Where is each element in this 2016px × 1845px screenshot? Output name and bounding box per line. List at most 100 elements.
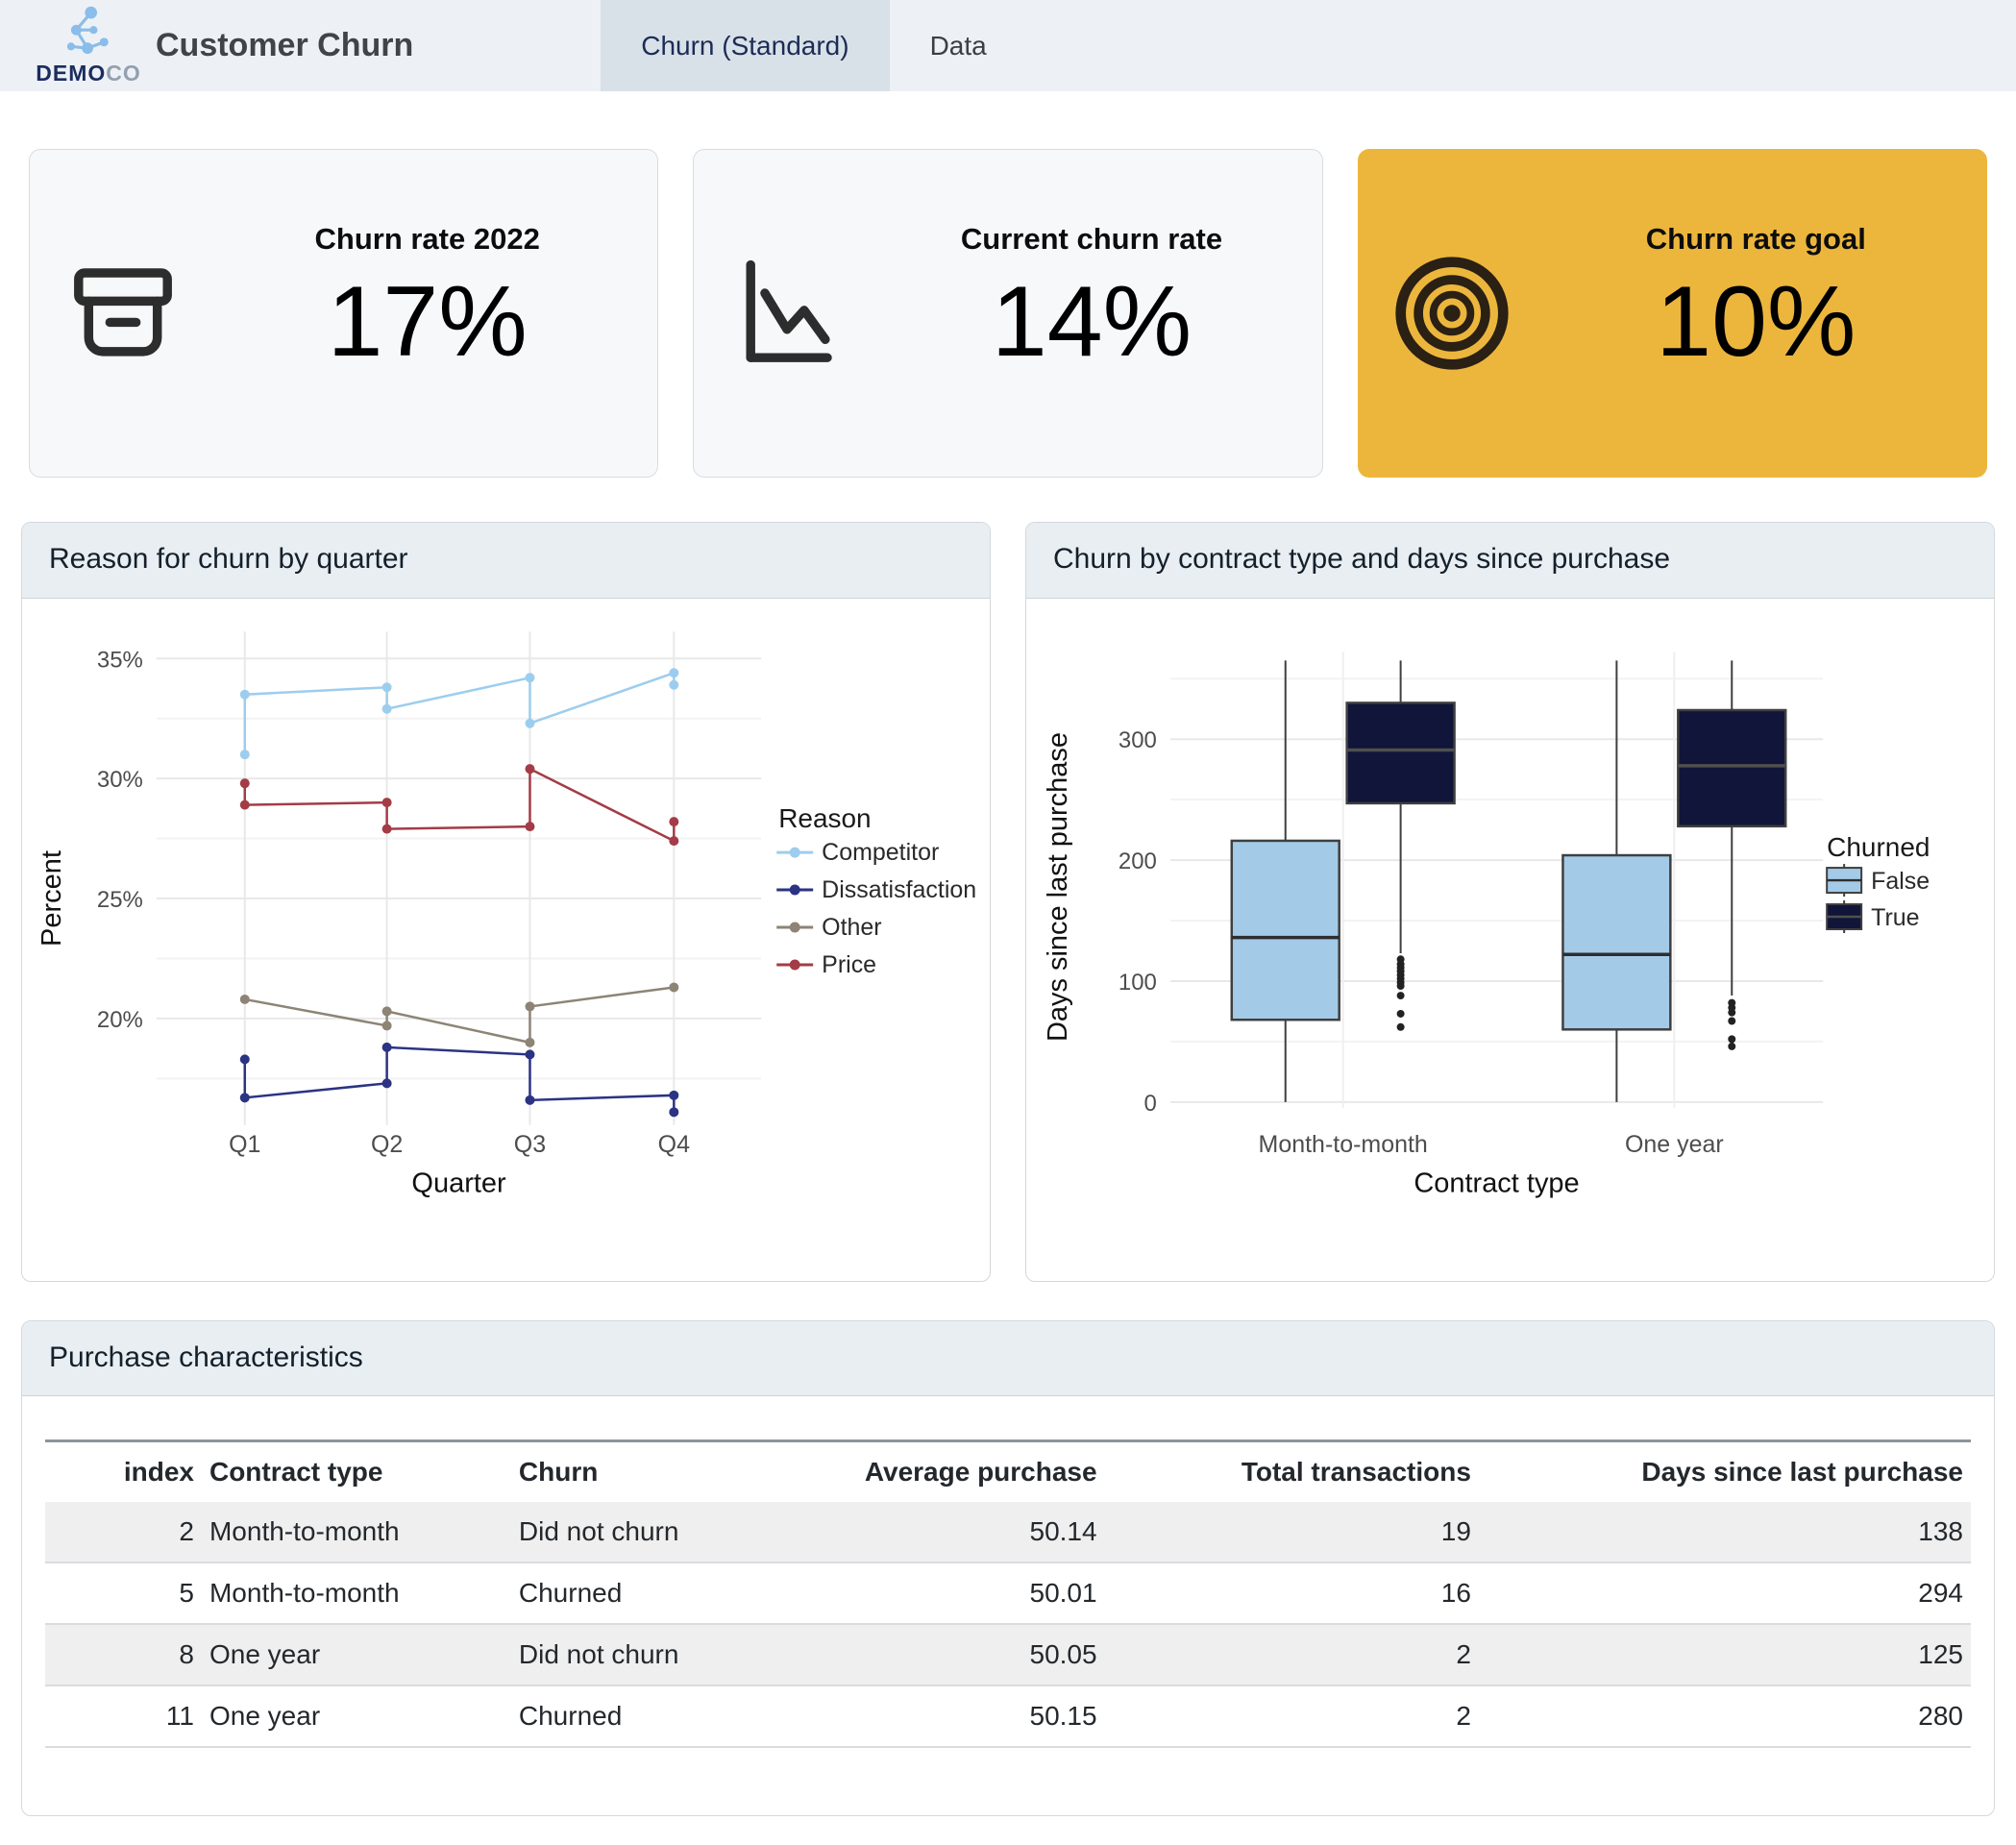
svg-text:Days since last purchase: Days since last purchase (1043, 732, 1073, 1042)
target-icon (1395, 257, 1509, 370)
series-other (244, 985, 675, 1044)
table-wrap: index Contract type Churn Average purchase T… (22, 1396, 1994, 1815)
boxplot-month-to-month-true (1345, 659, 1456, 1031)
svg-text:200: 200 (1119, 849, 1157, 874)
table-cell: 50.14 (1029, 1516, 1097, 1546)
svg-text:30%: 30% (97, 767, 143, 793)
svg-text:Q2: Q2 (371, 1130, 403, 1157)
panel-body: 0 100 200 300 Month-to-month One year Days sin… (1026, 599, 1994, 1281)
kpi-card-churn-rate-2022: Churn rate 2022 17% (29, 149, 659, 478)
table-cell: Churned (518, 1701, 623, 1731)
column-header-total-transactions[interactable]: Total transactions (1241, 1457, 1471, 1487)
contract-boxplot-chart: 0 100 200 300 Month-to-month One year Days sin… (1043, 651, 1930, 1198)
svg-text:One year: One year (1625, 1130, 1724, 1157)
table-cell: 50.05 (1029, 1639, 1097, 1669)
column-header-average-purchase[interactable]: Average purchase (864, 1457, 1097, 1487)
svg-text:False: False (1871, 868, 1930, 895)
column-header-index[interactable]: index (123, 1457, 194, 1487)
svg-text:Month-to-month: Month-to-month (1259, 1130, 1428, 1157)
logo-text-bold: DEMO (36, 61, 107, 86)
svg-text:Q3: Q3 (514, 1130, 546, 1157)
page-title: Customer Churn (156, 27, 414, 63)
kpi-text: Churn rate goal 10% (1536, 222, 1977, 405)
kpi-card-churn-rate-goal: Churn rate goal 10% (1357, 149, 1987, 478)
svg-text:True: True (1871, 904, 1919, 931)
table-cell: Did not churn (518, 1516, 679, 1546)
table-cell: 50.15 (1029, 1701, 1097, 1731)
svg-text:Reason: Reason (778, 803, 871, 833)
svg-text:300: 300 (1119, 727, 1157, 753)
table-row[interactable]: 8 One year Did not churn 50.05 2 125 (45, 1624, 1971, 1685)
democo-logo: DEMOCO (35, 5, 142, 86)
table-cell: Month-to-month (209, 1578, 400, 1608)
kpi-title: Current churn rate (960, 222, 1223, 256)
tab-data[interactable]: Data (929, 30, 987, 61)
logo-text-light: CO (106, 61, 141, 86)
table-cell: 294 (1918, 1578, 1963, 1608)
series-dissatisfaction (243, 1046, 676, 1112)
table-cell: 2 (1456, 1701, 1471, 1731)
svg-text:Churned: Churned (1827, 832, 1930, 862)
kpi-row: Churn rate 2022 17% Current churn rate 1… (29, 149, 1987, 478)
line-chart-legend: Reason Competitor Dissatisfaction Other Pric… (776, 803, 976, 977)
panel-title: Purchase characteristics (22, 1320, 1994, 1396)
kpi-title: Churn rate goal (1645, 222, 1866, 256)
box-chart-legend: Churned False True (1826, 832, 1930, 933)
svg-text:Quarter: Quarter (411, 1168, 506, 1198)
kpi-value: 17% (327, 266, 528, 378)
panel-title: Reason for churn by quarter (22, 523, 990, 599)
tab-churn-standard[interactable]: Churn (Standard) (601, 0, 890, 91)
table-cell: 50.01 (1029, 1578, 1097, 1608)
purchase-characteristics-card: Purchase characteristics index Contract t… (21, 1319, 1995, 1816)
column-header-churn[interactable]: Churn (518, 1457, 599, 1487)
kpi-card-current-churn-rate: Current churn rate 14% (693, 149, 1323, 478)
svg-text:Price: Price (822, 950, 876, 977)
app-header: DEMOCO Customer Churn Churn (Standard) D… (0, 0, 2016, 91)
kpi-title: Churn rate 2022 (314, 222, 540, 256)
svg-text:Q1: Q1 (229, 1130, 260, 1157)
table-row[interactable]: 2 Month-to-month Did not churn 50.14 19 138 (45, 1502, 1971, 1562)
panel-body: 20% 25% 30% 35% Q1 Q2 Q3 Q4 Percent Quarter Reason… (22, 599, 990, 1281)
series-competitor (243, 671, 676, 754)
table-row[interactable]: 5 Month-to-month Churned 50.01 16 294 (45, 1562, 1971, 1624)
svg-text:0: 0 (1144, 1090, 1157, 1116)
svg-text:Other: Other (822, 914, 881, 941)
boxplot-month-to-month-false (1230, 659, 1340, 1102)
column-header-contract-type[interactable]: Contract type (209, 1457, 383, 1487)
table-cell: 125 (1918, 1639, 1963, 1669)
svg-text:25%: 25% (97, 887, 143, 913)
svg-text:100: 100 (1119, 969, 1157, 995)
table-cell: 19 (1440, 1516, 1471, 1546)
kpi-text: Churn rate 2022 17% (207, 222, 648, 405)
table-cell: 8 (179, 1639, 194, 1669)
table-cell: 16 (1440, 1578, 1471, 1608)
reason-line-chart: 20% 25% 30% 35% Q1 Q2 Q3 Q4 Percent Quarter Reason… (37, 630, 976, 1198)
svg-text:20%: 20% (97, 1006, 143, 1032)
logo-text: DEMOCO (36, 61, 141, 86)
svg-text:Q4: Q4 (658, 1130, 690, 1157)
line-chart-down-icon (746, 259, 833, 362)
logo-network-icon (66, 6, 109, 55)
table-cell: 11 (165, 1701, 194, 1731)
table-cell: 2 (179, 1516, 194, 1546)
svg-text:Percent: Percent (37, 850, 67, 947)
column-header-days-since-last-purchase[interactable]: Days since last purchase (1641, 1457, 1963, 1487)
panel-title: Churn by contract type and days since pu… (1026, 523, 1994, 599)
purchase-table: index Contract type Churn Average purchase T… (45, 1439, 1971, 1748)
boxplot-one-year-true (1677, 659, 1787, 1050)
kpi-text: Current churn rate 14% (871, 222, 1312, 405)
svg-text:Dissatisfaction: Dissatisfaction (822, 876, 976, 903)
archive-box-icon (74, 268, 172, 357)
charts-row: Reason for churn by quarter 20% 25% 30% 35%… (21, 522, 1995, 1282)
svg-text:Contract type: Contract type (1414, 1168, 1579, 1198)
table-header-row: index Contract type Churn Average purchase T… (45, 1440, 1971, 1503)
table-cell: Month-to-month (209, 1516, 400, 1546)
svg-text:35%: 35% (97, 647, 143, 673)
table-cell: One year (209, 1639, 321, 1669)
table-cell: Churned (518, 1578, 623, 1608)
main-content: Churn rate 2022 17% Current churn rate 1… (0, 91, 2016, 1845)
table-row[interactable]: 11 One year Churned 50.15 2 280 (45, 1685, 1971, 1747)
panel-churn-by-contract: Churn by contract type and days since pu… (1025, 522, 1995, 1282)
table-cell: 280 (1918, 1701, 1963, 1731)
